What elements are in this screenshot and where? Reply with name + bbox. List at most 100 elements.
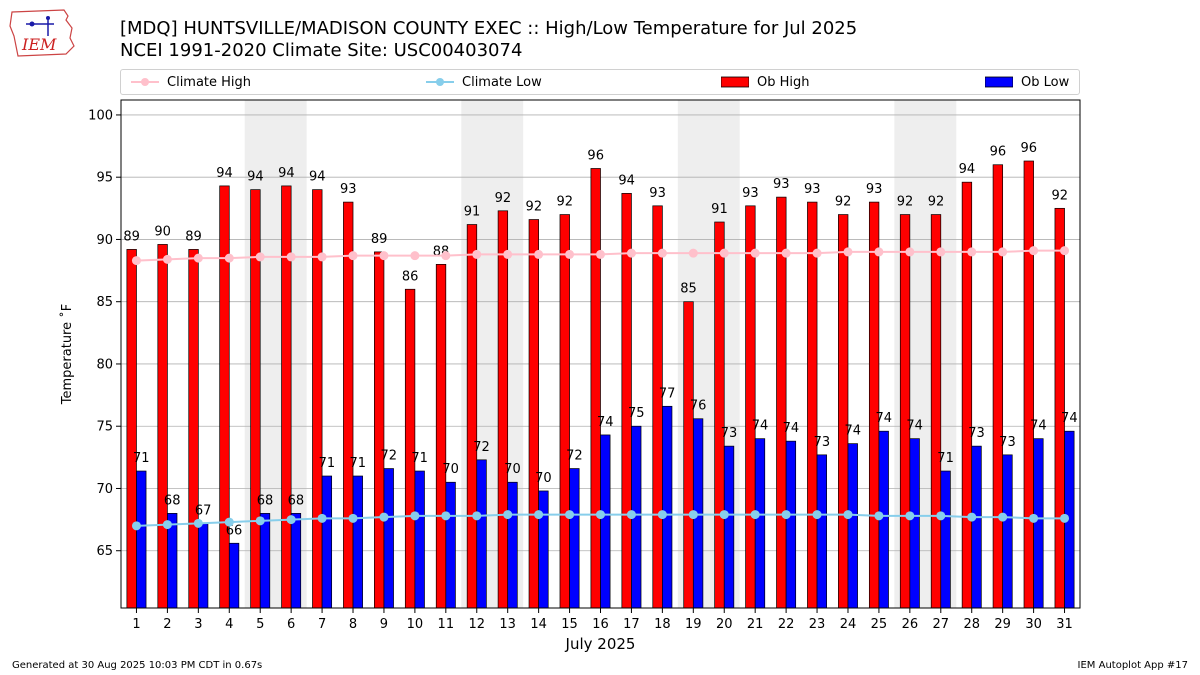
point-climate-low-12 [472, 511, 482, 521]
label-ob-high-26: 92 [897, 195, 914, 210]
label-ob-low-29: 73 [999, 435, 1016, 450]
x-tick-label-26: 26 [902, 617, 919, 632]
label-ob-high-7: 94 [309, 170, 326, 185]
point-climate-high-21 [750, 248, 760, 258]
chart-title: [MDQ] HUNTSVILLE/MADISON COUNTY EXEC :: … [120, 18, 857, 62]
bar-ob-high-13 [497, 210, 509, 609]
point-climate-low-17 [626, 510, 636, 520]
point-climate-high-6 [286, 252, 296, 262]
point-climate-high-17 [626, 248, 636, 258]
label-ob-high-19: 85 [680, 282, 697, 297]
label-ob-high-17: 94 [618, 173, 635, 188]
bar-ob-high-16 [590, 168, 601, 609]
point-climate-high-10 [410, 251, 420, 261]
bar-ob-high-31 [1054, 207, 1065, 609]
point-climate-high-27 [936, 247, 946, 257]
bar-ob-low-26 [909, 438, 920, 609]
legend-item-ob-low: Ob Low [985, 70, 1069, 94]
x-tick-label-30: 30 [1025, 617, 1042, 632]
x-tick-label-19: 19 [685, 617, 702, 632]
point-climate-low-18 [657, 510, 667, 520]
label-ob-low-13: 70 [504, 462, 521, 477]
legend-label-ob-low: Ob Low [1021, 74, 1070, 90]
label-ob-low-18: 77 [659, 386, 676, 401]
x-tick-label-27: 27 [933, 617, 950, 632]
bar-ob-high-1 [126, 249, 137, 609]
point-climate-low-29 [998, 512, 1008, 522]
point-climate-high-11 [441, 251, 451, 261]
label-ob-low-15: 72 [566, 449, 583, 464]
point-climate-high-30 [1029, 246, 1039, 256]
bar-ob-low-24 [847, 443, 858, 609]
bar-ob-high-29 [992, 164, 1004, 609]
point-climate-low-10 [410, 511, 420, 521]
chart-title-line1: [MDQ] HUNTSVILLE/MADISON COUNTY EXEC :: … [120, 18, 858, 39]
point-climate-low-2 [162, 520, 172, 530]
label-ob-low-2: 68 [164, 493, 181, 508]
bar-ob-low-27 [940, 470, 951, 609]
point-climate-high-2 [162, 254, 172, 264]
x-tick-label-5: 5 [256, 617, 264, 632]
label-ob-low-16: 74 [597, 415, 614, 430]
label-ob-high-1: 89 [123, 229, 140, 244]
bar-ob-high-22 [776, 196, 787, 609]
x-tick-label-21: 21 [747, 617, 764, 632]
x-tick-label-12: 12 [468, 617, 485, 632]
x-tick-label-16: 16 [592, 617, 609, 632]
bar-ob-low-15 [569, 468, 580, 609]
point-climate-low-20 [719, 510, 729, 520]
point-climate-high-22 [781, 248, 791, 258]
bar-ob-high-19 [683, 301, 694, 609]
label-ob-low-14: 70 [535, 471, 552, 486]
point-climate-low-11 [441, 511, 451, 521]
point-climate-low-9 [379, 512, 389, 522]
bar-ob-low-20 [723, 445, 735, 609]
bar-ob-low-5 [259, 513, 271, 609]
bar-ob-low-13 [507, 481, 518, 609]
point-climate-high-20 [719, 248, 729, 258]
y-tick-label-100: 100 [88, 108, 113, 123]
bar-ob-low-6 [290, 513, 302, 609]
bar-ob-high-12 [466, 224, 478, 609]
label-ob-high-29: 96 [990, 145, 1007, 160]
bar-ob-high-3 [188, 249, 199, 609]
bar-ob-high-14 [528, 219, 539, 609]
label-ob-high-31: 92 [1051, 188, 1068, 203]
point-climate-low-1 [131, 521, 141, 531]
point-climate-low-21 [750, 510, 760, 520]
legend-swatch-ob-low [985, 76, 1013, 88]
label-ob-low-27: 71 [937, 451, 954, 466]
point-climate-high-12 [472, 249, 482, 259]
bar-ob-low-9 [383, 468, 394, 609]
label-ob-low-10: 71 [411, 451, 428, 466]
x-tick-label-17: 17 [623, 617, 640, 632]
label-ob-high-8: 93 [340, 182, 357, 197]
point-climate-low-30 [1029, 513, 1039, 523]
point-climate-high-5 [255, 252, 265, 262]
y-tick-label-90: 90 [96, 233, 113, 248]
x-tick-label-15: 15 [561, 617, 578, 632]
x-tick-label-10: 10 [407, 617, 424, 632]
label-ob-low-26: 74 [906, 419, 923, 434]
bar-ob-high-28 [961, 181, 973, 609]
y-tick-label-80: 80 [96, 357, 113, 372]
x-tick-label-6: 6 [287, 617, 295, 632]
label-ob-low-8: 71 [350, 456, 367, 471]
point-climate-high-4 [224, 253, 234, 263]
point-climate-low-22 [781, 510, 791, 520]
y-tick-label-70: 70 [96, 482, 113, 497]
bar-ob-low-8 [352, 475, 363, 609]
point-climate-high-14 [534, 249, 544, 259]
bar-ob-high-20 [714, 221, 725, 609]
legend-item-climate-low: Climate Low [426, 70, 542, 94]
bar-ob-low-18 [662, 405, 673, 609]
legend-item-climate-high: Climate High [131, 70, 251, 94]
bar-ob-low-23 [816, 454, 827, 609]
label-ob-low-31: 74 [1061, 411, 1078, 426]
point-climate-low-15 [565, 510, 575, 520]
bar-ob-low-3 [197, 522, 209, 609]
point-climate-high-1 [131, 256, 141, 266]
bar-ob-low-7 [321, 475, 333, 609]
label-ob-high-23: 93 [804, 182, 821, 197]
bar-ob-high-24 [838, 214, 849, 609]
